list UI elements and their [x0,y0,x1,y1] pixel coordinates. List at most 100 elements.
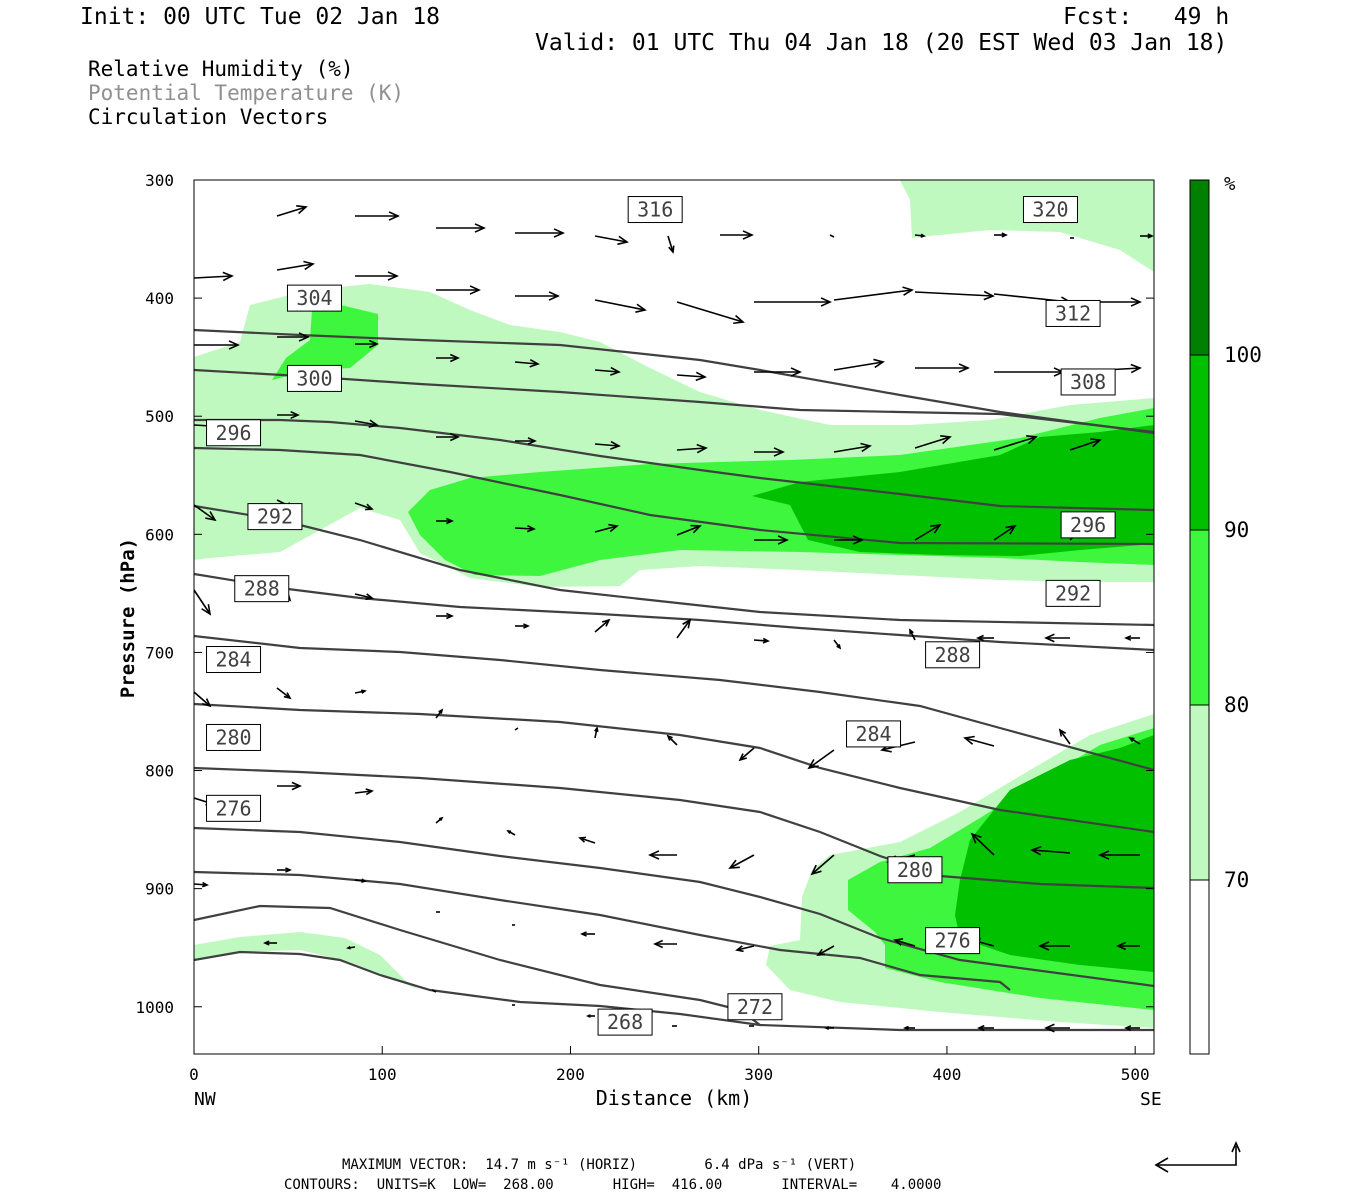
colorbar-unit: % [1224,173,1236,195]
svg-text:276: 276 [215,796,251,820]
field-rh-label: Relative Humidity (%) [88,57,354,81]
circulation-vector [594,299,647,313]
svg-text:296: 296 [1070,513,1106,537]
circulation-vector [903,1025,915,1031]
circulation-vector [667,235,675,254]
circulation-vector [354,502,374,511]
theta-contour-label: 288 [925,641,981,669]
circulation-vector [355,211,400,221]
circulation-vector [594,366,621,376]
circulation-vector [994,232,1008,238]
theta-contour-label: 300 [286,364,342,392]
colorbar: % 100 90 80 70 [1189,173,1262,1055]
circulation-vector [963,735,995,747]
theta-contour-label: 292 [1045,579,1101,607]
x-end-label-left: NW [194,1089,216,1110]
plot-frame [193,179,1155,1055]
svg-text:284: 284 [215,648,251,672]
colorbar-label-90: 90 [1224,518,1249,542]
theta-contour-line [194,446,1154,546]
circulation-vector [914,435,952,449]
x-tick-label: 100 [368,1065,397,1084]
svg-text:268: 268 [607,1010,643,1034]
circulation-vector [1124,635,1140,641]
rh-70-top-right [900,180,1154,272]
circulation-vector [807,749,835,770]
circulation-vector [194,271,234,282]
circulation-vector [833,358,885,371]
circulation-vector [976,634,994,642]
x-tick-label: 0 [189,1065,199,1084]
circulation-vector [514,358,540,368]
y-tick-label: 300 [145,171,174,190]
circulation-vector [754,297,832,307]
circulation-vector [435,816,444,824]
y-tick-label: 800 [145,762,174,781]
theta-contour-label: 296 [206,419,262,447]
theta-contour-line [194,826,1154,988]
theta-contour-line [194,634,1154,772]
circulation-vector [994,367,1065,377]
circulation-vector [816,945,835,956]
circulation-vector [436,517,454,525]
circulation-vector [914,290,995,301]
reference-vector [1154,1141,1241,1173]
theta-contour-label: 276 [925,927,981,955]
axes: 0 100 200 300 400 500 300 400 500 600 700 800 900 100… [135,171,1154,1084]
circulation-vector [1116,941,1140,951]
colorbar-frame [1189,179,1210,1055]
svg-text:284: 284 [855,722,891,746]
circulation-vector [263,940,277,946]
circulation-vector [515,291,560,301]
svg-text:320: 320 [1032,198,1068,222]
circulation-vector [893,938,916,947]
circulation-vector [194,340,240,350]
colorbar-100-plus [1190,180,1209,355]
circulation-vector [1044,633,1070,643]
circulation-vector [977,1024,994,1032]
circulation-vector [354,689,367,694]
circulation-vector [578,836,596,844]
circulation-vector [515,623,530,629]
circulation-vector [276,205,308,217]
circulation-vector [824,1026,834,1030]
circulation-vector [676,443,708,454]
theta-contour-line [194,904,761,1026]
x-tick-label: 400 [932,1065,961,1084]
circulation-vector [676,301,745,325]
theta-contour-line [194,418,1154,512]
circulation-vector [829,234,835,238]
circulation-vector [970,832,995,856]
theta-contour-label: 280 [206,723,262,751]
x-end-label-right: SE [1140,1089,1162,1110]
circulation-vector [514,727,519,731]
circulation-vector [1058,728,1071,745]
circulation-vector [436,353,460,363]
colorbar-80-90 [1190,530,1209,705]
colorbar-below-70 [1190,880,1209,1054]
y-tick-label: 400 [145,289,174,308]
svg-text:312: 312 [1055,301,1091,325]
circulation-vector [676,618,692,639]
circulation-vector [909,628,916,641]
circulation-vector [648,850,677,860]
circulation-vector [594,440,621,450]
y-tick-label: 900 [145,880,174,899]
circulation-vector [1030,845,1071,856]
x-tick-label: 300 [744,1065,773,1084]
theta-contour-line [194,950,1154,1032]
circulation-vector [754,447,785,457]
svg-text:276: 276 [935,929,971,953]
valid-time: Valid: 01 UTC Thu 04 Jan 18 (20 EST Wed … [535,30,1228,56]
theta-contour-label: 280 [887,856,943,884]
circulation-vector [436,285,481,295]
circulation-vector [810,854,835,876]
circulation-vector [833,639,842,650]
theta-contour-line [194,504,1154,627]
circulation-vector [1038,941,1070,951]
circulation-vector [355,339,379,349]
circulation-vector [914,233,926,238]
circulation-vector [676,524,702,536]
circulation-vector [754,367,802,377]
